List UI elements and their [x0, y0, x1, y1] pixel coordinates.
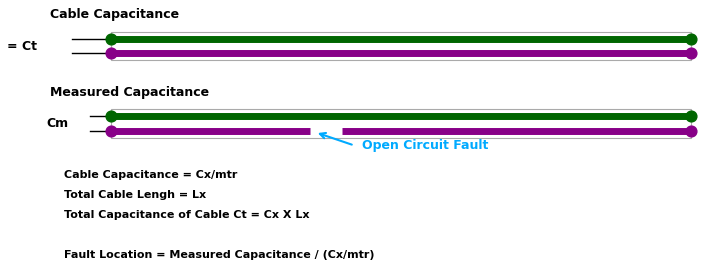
Text: Cable Capacitance: Cable Capacitance — [50, 8, 179, 21]
Text: = Ct: = Ct — [7, 40, 37, 53]
Bar — [111, 32, 691, 60]
Text: Total Capacitance of Cable Ct = Cx X Lx: Total Capacitance of Cable Ct = Cx X Lx — [64, 210, 310, 219]
Text: Cable Capacitance = Cx/mtr: Cable Capacitance = Cx/mtr — [64, 170, 238, 179]
Point — [685, 129, 697, 133]
Text: Total Cable Lengh = Lx: Total Cable Lengh = Lx — [64, 190, 206, 199]
Point — [105, 114, 117, 118]
Point — [685, 114, 697, 118]
Point — [685, 37, 697, 41]
Text: Fault Location = Measured Capacitance / (Cx/mtr): Fault Location = Measured Capacitance / … — [64, 250, 375, 260]
Point — [105, 129, 117, 133]
Text: Open Circuit Fault: Open Circuit Fault — [362, 139, 488, 152]
Point — [685, 51, 697, 56]
Bar — [111, 109, 691, 138]
Text: Cm: Cm — [47, 117, 69, 130]
Point — [105, 37, 117, 41]
Point — [105, 51, 117, 56]
Text: Measured Capacitance: Measured Capacitance — [50, 86, 209, 99]
